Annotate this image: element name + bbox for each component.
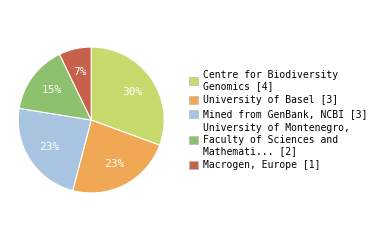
Wedge shape xyxy=(19,54,91,120)
Legend: Centre for Biodiversity
Genomics [4], University of Basel [3], Mined from GenBan: Centre for Biodiversity Genomics [4], Un… xyxy=(187,68,369,172)
Wedge shape xyxy=(73,120,160,193)
Wedge shape xyxy=(91,47,164,145)
Text: 23%: 23% xyxy=(104,159,124,169)
Wedge shape xyxy=(18,108,91,191)
Text: 7%: 7% xyxy=(73,67,87,77)
Text: 15%: 15% xyxy=(41,85,62,95)
Text: 23%: 23% xyxy=(40,142,60,152)
Wedge shape xyxy=(60,47,91,120)
Text: 30%: 30% xyxy=(122,87,142,97)
